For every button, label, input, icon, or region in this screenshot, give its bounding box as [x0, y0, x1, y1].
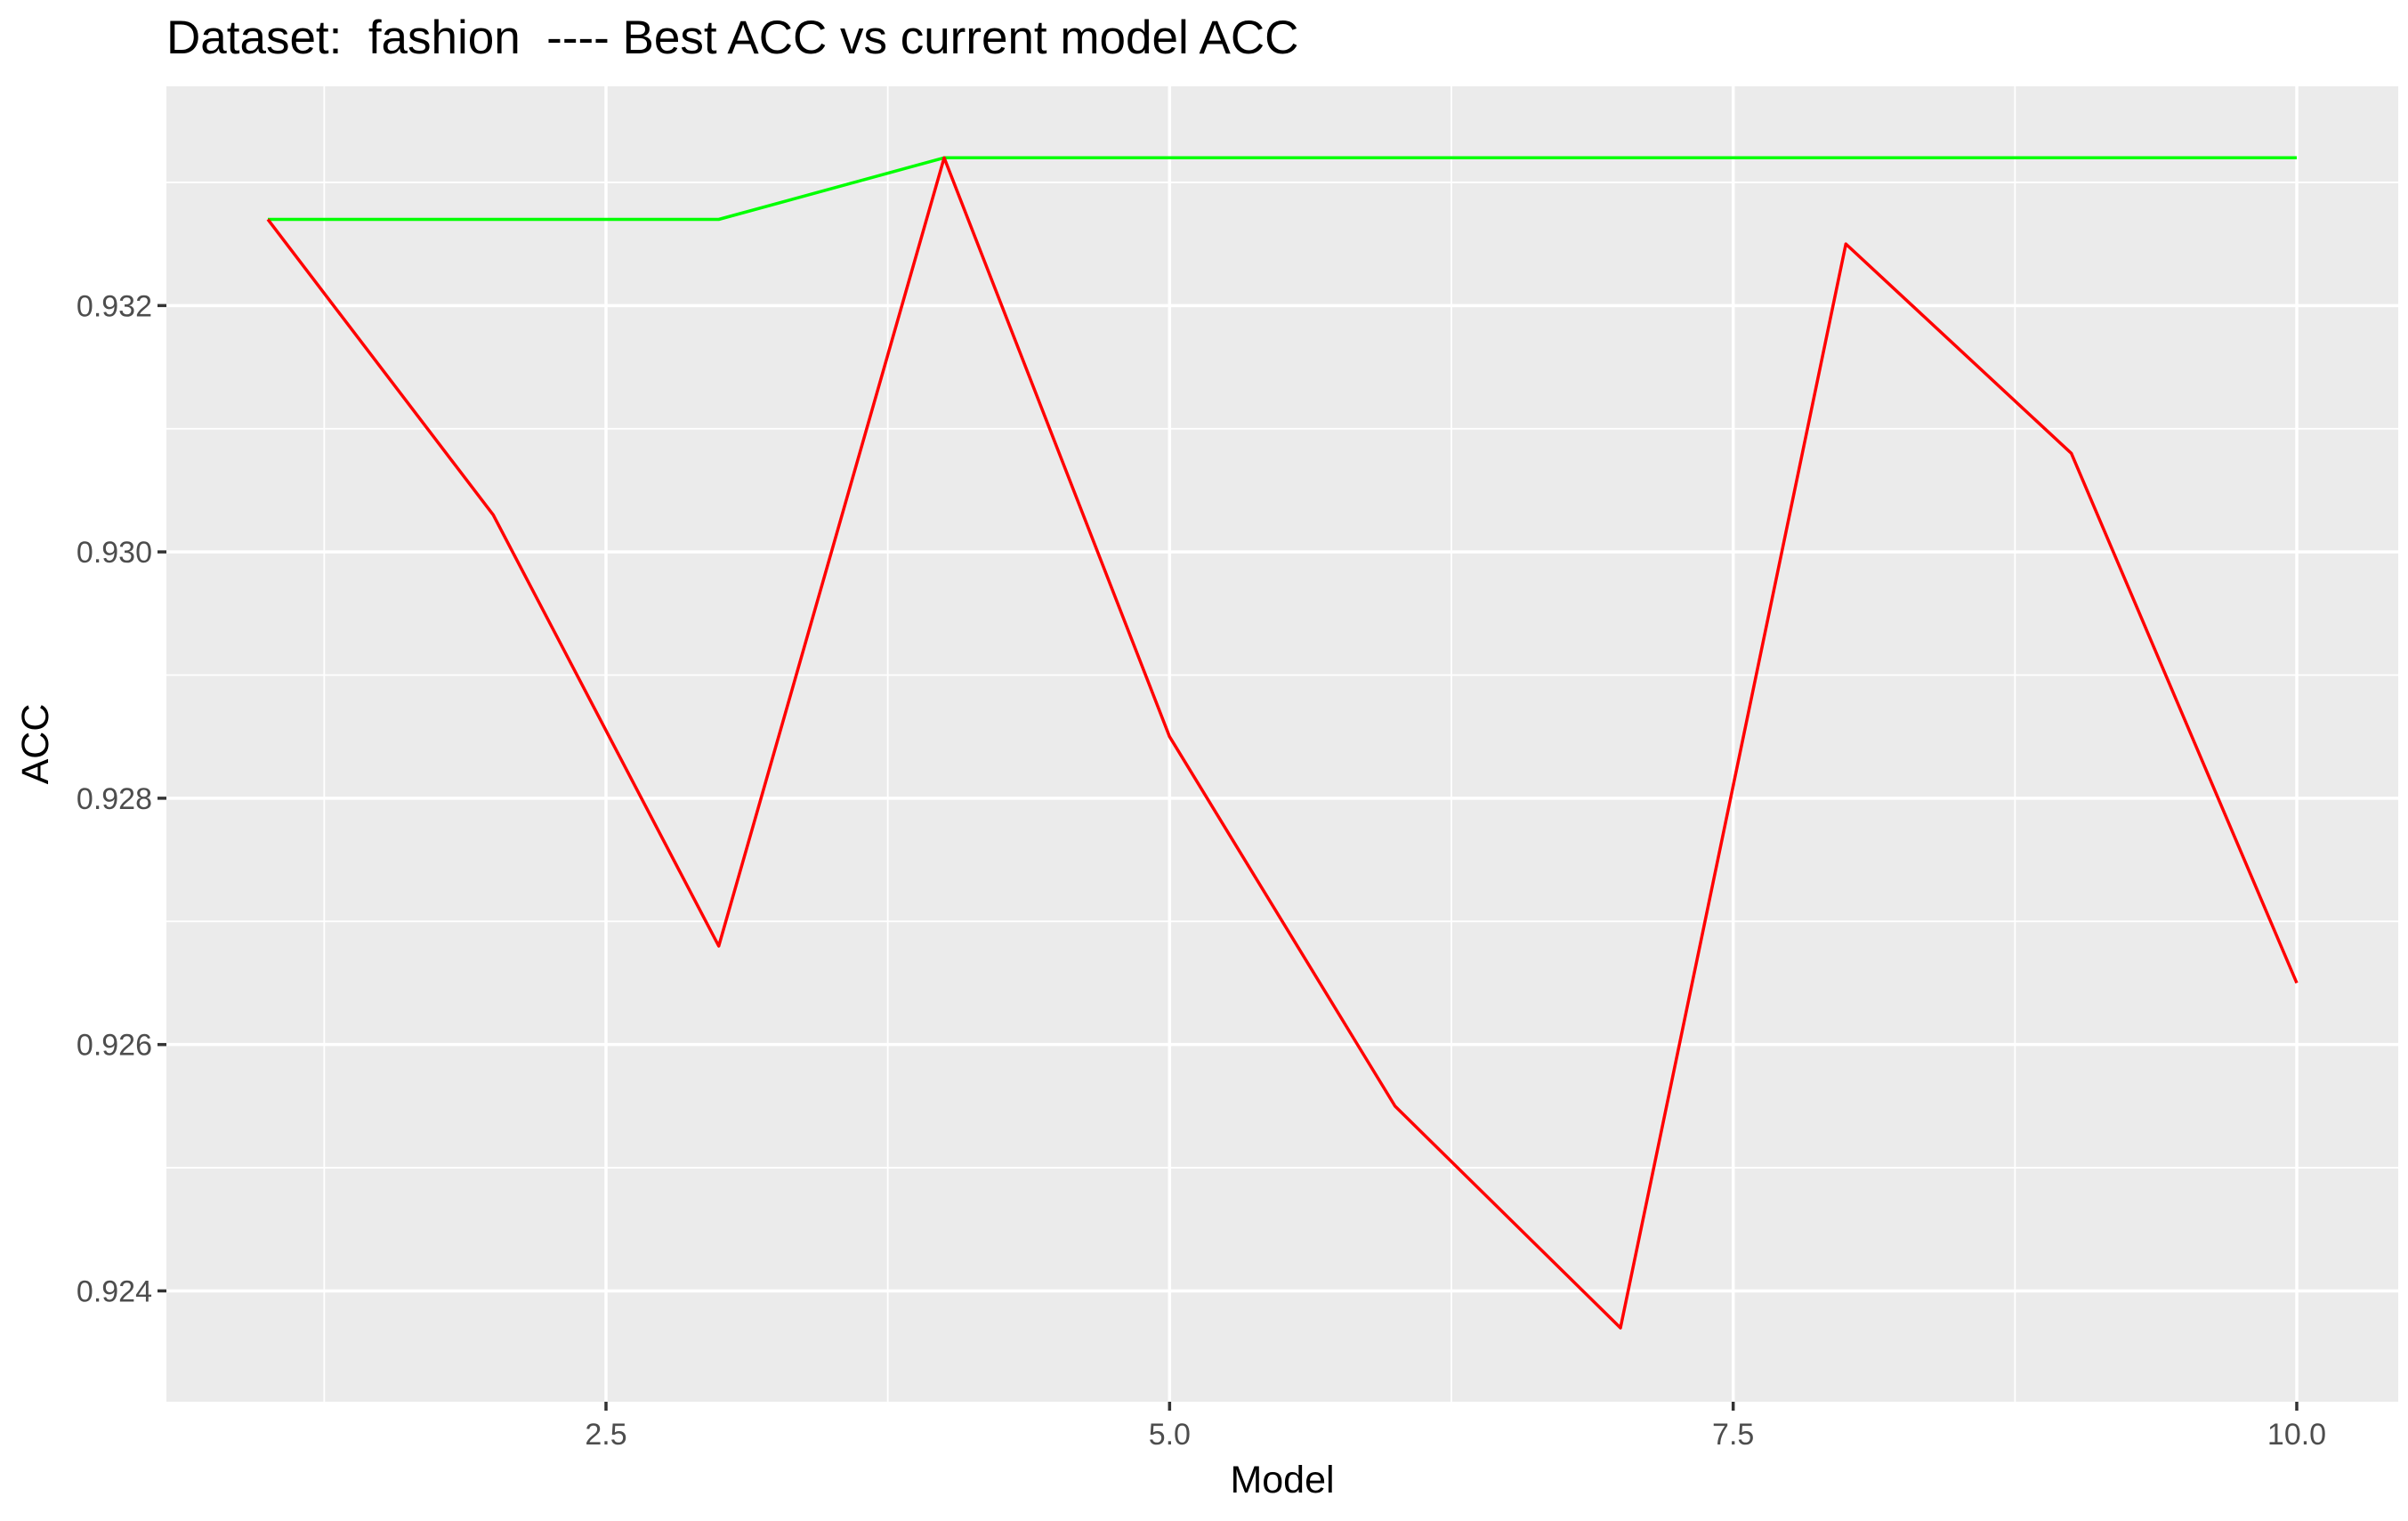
y-tick-label-1: 0.926 — [77, 1029, 152, 1063]
series-line-current-model-acc — [266, 156, 2299, 1330]
x-tick-label-2: 7.5 — [1712, 1418, 1754, 1452]
series-layer — [266, 156, 2299, 1330]
y-tick-label-0: 0.924 — [77, 1274, 152, 1308]
x-tick-label-1: 5.0 — [1149, 1418, 1191, 1452]
y-axis-title: ACC — [14, 704, 57, 785]
x-tick-label-3: 10.0 — [2267, 1418, 2326, 1452]
series-line-best-acc — [268, 156, 2297, 222]
x-tick-label-0: 2.5 — [585, 1418, 626, 1452]
x-axis-title: Model — [1230, 1459, 1334, 1501]
plot-panel — [166, 86, 2398, 1402]
chart-title: Dataset: fashion ---- Best ACC vs curren… — [166, 12, 1298, 64]
y-tick-label-3: 0.930 — [77, 536, 152, 570]
x-axis: 2.5 5.0 7.5 10.0 — [585, 1402, 2326, 1452]
y-tick-label-4: 0.932 — [77, 289, 152, 323]
y-axis: 0.924 0.926 0.928 0.930 0.932 — [77, 289, 166, 1308]
y-tick-label-2: 0.928 — [77, 782, 152, 816]
major-grid — [166, 86, 2398, 1402]
